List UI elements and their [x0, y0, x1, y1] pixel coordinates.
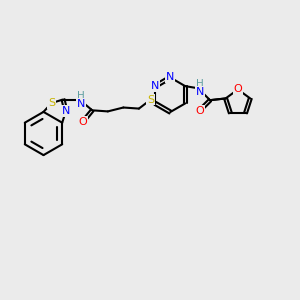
- Text: S: S: [147, 94, 155, 104]
- Text: O: O: [234, 85, 242, 94]
- Text: N: N: [166, 73, 174, 82]
- Text: N: N: [196, 87, 204, 97]
- Text: N: N: [62, 106, 70, 116]
- Text: H: H: [77, 91, 85, 101]
- Text: H: H: [196, 79, 204, 89]
- Text: N: N: [76, 99, 85, 109]
- Text: S: S: [48, 98, 55, 108]
- Text: O: O: [195, 106, 204, 116]
- Text: O: O: [78, 117, 87, 127]
- Text: N: N: [151, 81, 160, 91]
